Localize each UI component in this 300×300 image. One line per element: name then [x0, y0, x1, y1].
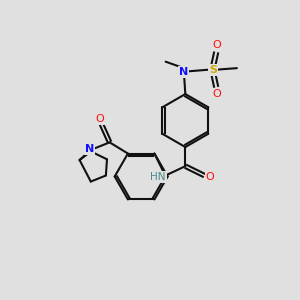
Text: O: O — [212, 89, 221, 99]
Text: N: N — [179, 67, 188, 77]
Text: S: S — [209, 64, 217, 75]
Text: O: O — [96, 114, 104, 124]
Text: N: N — [85, 144, 94, 154]
Text: O: O — [212, 40, 221, 50]
Text: HN: HN — [150, 172, 166, 182]
Text: O: O — [206, 172, 214, 182]
